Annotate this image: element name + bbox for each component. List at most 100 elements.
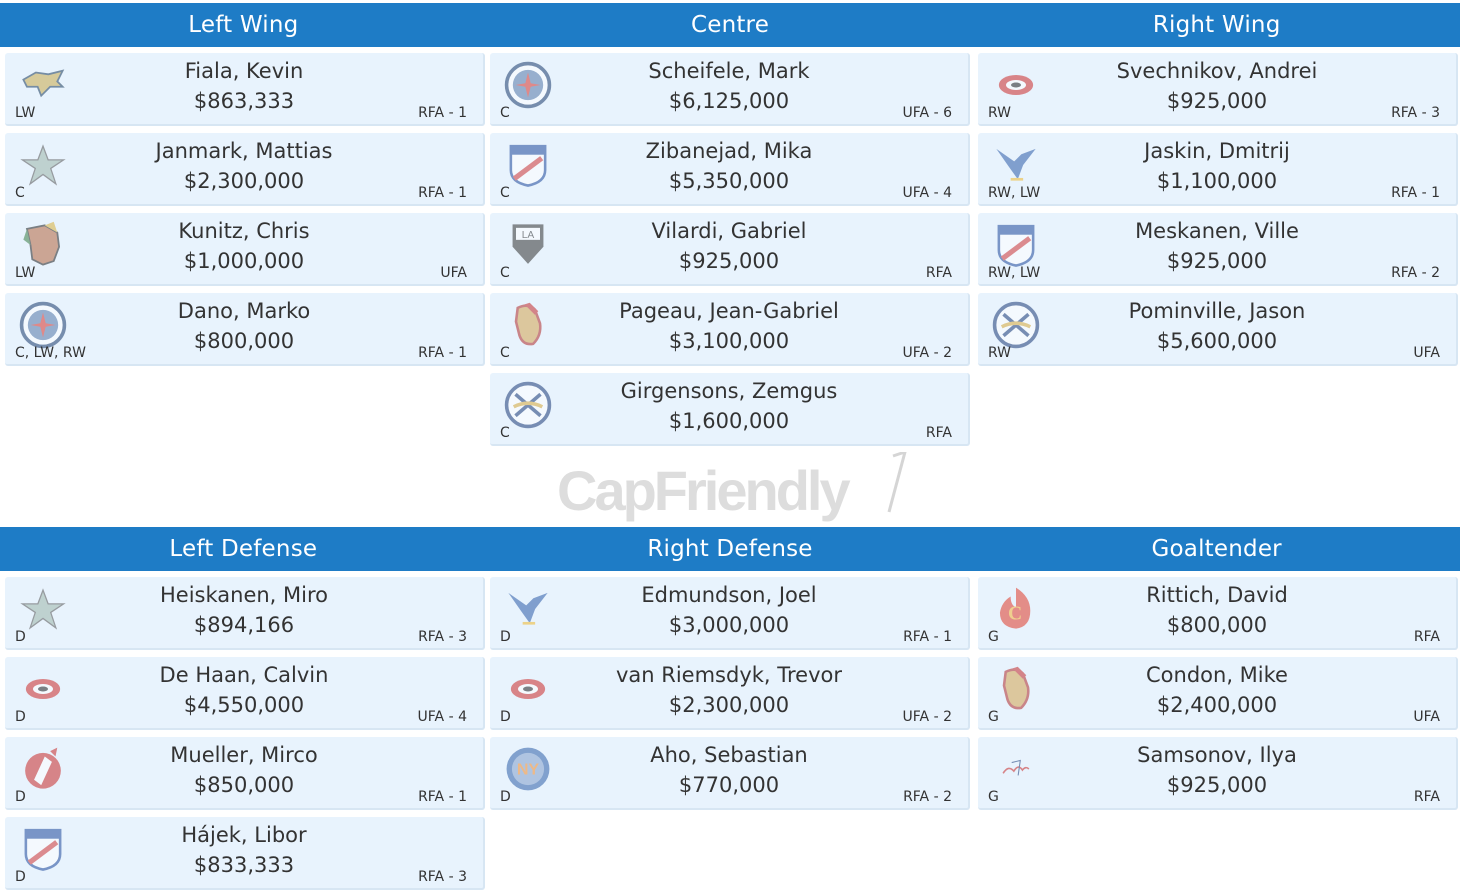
- contract-status: RFA - 1: [1391, 185, 1440, 201]
- player-name[interactable]: Scheifele, Mark: [648, 59, 810, 83]
- contract-status: UFA: [1413, 709, 1440, 725]
- contract-status: RFA - 3: [418, 869, 467, 885]
- player-position: G: [988, 789, 999, 805]
- player-card[interactable]: Samsonov, Ilya $925,000 G RFA: [978, 737, 1458, 810]
- player-name[interactable]: Pageau, Jean-Gabriel: [619, 299, 839, 323]
- player-position: C, LW, RW: [15, 345, 86, 361]
- player-name[interactable]: Jaskin, Dmitrij: [1144, 139, 1290, 163]
- capitals-logo-icon: [988, 741, 1044, 797]
- contract-status: UFA - 6: [902, 105, 952, 121]
- hurricanes-logo-icon: [15, 661, 71, 717]
- player-position: D: [500, 789, 511, 805]
- player-salary: $2,300,000: [183, 169, 305, 193]
- player-card[interactable]: Condon, Mike $2,400,000 G UFA: [978, 657, 1458, 730]
- contract-status: UFA: [440, 265, 467, 281]
- player-card[interactable]: Zibanejad, Mika $5,350,000 C UFA - 4: [490, 133, 970, 206]
- player-position: C: [500, 265, 510, 281]
- player-name[interactable]: Janmark, Mattias: [155, 139, 333, 163]
- player-name[interactable]: Hájek, Libor: [181, 823, 307, 847]
- player-card[interactable]: Scheifele, Mark $6,125,000 C UFA - 6: [490, 53, 970, 126]
- player-salary: $925,000: [678, 249, 780, 273]
- contract-status: RFA - 1: [418, 789, 467, 805]
- player-name[interactable]: Heiskanen, Miro: [159, 583, 328, 607]
- forwards-header: Left Wing Centre Right Wing: [0, 3, 1460, 47]
- player-name[interactable]: Condon, Mike: [1146, 663, 1288, 687]
- sabres-logo-icon: [988, 297, 1044, 353]
- player-name[interactable]: Kunitz, Chris: [178, 219, 310, 243]
- player-salary: $770,000: [678, 773, 780, 797]
- player-name[interactable]: Girgensons, Zemgus: [620, 379, 838, 403]
- player-card[interactable]: Meskanen, Ville $925,000 RW, LW RFA - 2: [978, 213, 1458, 286]
- svg-text:C: C: [1008, 603, 1022, 625]
- player-name[interactable]: Vilardi, Gabriel: [651, 219, 807, 243]
- islanders-logo-icon: NY: [500, 741, 556, 797]
- player-card[interactable]: Girgensons, Zemgus $1,600,000 C RFA: [490, 373, 970, 446]
- hurricanes-logo-icon: [500, 661, 556, 717]
- player-name[interactable]: Edmundson, Joel: [641, 583, 817, 607]
- player-salary: $800,000: [193, 329, 295, 353]
- player-name[interactable]: Pominville, Jason: [1128, 299, 1306, 323]
- player-card[interactable]: C Rittich, David $800,000 G RFA: [978, 577, 1458, 650]
- player-name[interactable]: Samsonov, Ilya: [1137, 743, 1297, 767]
- player-salary: $3,000,000: [668, 613, 790, 637]
- contract-status: RFA: [1413, 629, 1440, 645]
- flames-logo-icon: C: [988, 581, 1044, 637]
- senators-logo-icon: [500, 297, 556, 353]
- player-salary: $925,000: [1166, 89, 1268, 113]
- player-position: D: [15, 709, 26, 725]
- watermark-text: CapFriendly: [557, 459, 850, 522]
- player-card[interactable]: Heiskanen, Miro $894,166 D RFA - 3: [5, 577, 485, 650]
- player-name[interactable]: De Haan, Calvin: [159, 663, 329, 687]
- player-position: D: [500, 629, 511, 645]
- contract-status: UFA - 2: [902, 345, 952, 361]
- player-position: RW, LW: [988, 185, 1041, 201]
- player-salary: $1,100,000: [1156, 169, 1278, 193]
- player-card[interactable]: Edmundson, Joel $3,000,000 D RFA - 1: [490, 577, 970, 650]
- player-position: RW, LW: [988, 265, 1041, 281]
- player-card[interactable]: Hájek, Libor $833,333 D RFA - 3: [5, 817, 485, 890]
- player-card[interactable]: Pageau, Jean-Gabriel $3,100,000 C UFA - 2: [490, 293, 970, 366]
- header-centre: Centre: [690, 12, 770, 38]
- player-card[interactable]: Janmark, Mattias $2,300,000 C RFA - 1: [5, 133, 485, 206]
- defense-goalie-header: Left Defense Right Defense Goaltender: [0, 527, 1460, 571]
- player-salary: $894,166: [193, 613, 295, 637]
- player-name[interactable]: Aho, Sebastian: [650, 743, 808, 767]
- player-name[interactable]: Fiala, Kevin: [184, 59, 304, 83]
- header-right-defense: Right Defense: [647, 536, 813, 562]
- player-position: C: [500, 425, 510, 441]
- player-card[interactable]: De Haan, Calvin $4,550,000 D UFA - 4: [5, 657, 485, 730]
- player-card[interactable]: Kunitz, Chris $1,000,000 LW UFA: [5, 213, 485, 286]
- jets-logo-icon: [15, 297, 71, 353]
- player-position: D: [15, 629, 26, 645]
- player-card[interactable]: van Riemsdyk, Trevor $2,300,000 D UFA - 2: [490, 657, 970, 730]
- player-card[interactable]: Mueller, Mirco $850,000 D RFA - 1: [5, 737, 485, 810]
- player-name[interactable]: van Riemsdyk, Trevor: [615, 663, 843, 687]
- player-name[interactable]: Meskanen, Ville: [1135, 219, 1299, 243]
- blackhawks-logo-icon: [15, 217, 71, 273]
- player-card[interactable]: LA Vilardi, Gabriel $925,000 C RFA: [490, 213, 970, 286]
- player-card[interactable]: Dano, Marko $800,000 C, LW, RW RFA - 1: [5, 293, 485, 366]
- player-name[interactable]: Rittich, David: [1146, 583, 1288, 607]
- player-card[interactable]: NY Aho, Sebastian $770,000 D RFA - 2: [490, 737, 970, 810]
- player-name[interactable]: Zibanejad, Mika: [645, 139, 813, 163]
- player-card[interactable]: Jaskin, Dmitrij $1,100,000 RW, LW RFA - 1: [978, 133, 1458, 206]
- player-salary: $833,333: [193, 853, 295, 877]
- player-card[interactable]: Svechnikov, Andrei $925,000 RW RFA - 3: [978, 53, 1458, 126]
- player-card[interactable]: Pominville, Jason $5,600,000 RW UFA: [978, 293, 1458, 366]
- player-salary: $925,000: [1166, 773, 1268, 797]
- player-name[interactable]: Dano, Marko: [177, 299, 311, 323]
- player-name[interactable]: Mueller, Mirco: [170, 743, 318, 767]
- player-position: G: [988, 629, 999, 645]
- player-salary: $863,333: [193, 89, 295, 113]
- contract-status: RFA - 1: [418, 185, 467, 201]
- player-name[interactable]: Svechnikov, Andrei: [1116, 59, 1318, 83]
- player-card[interactable]: Fiala, Kevin $863,333 LW RFA - 1: [5, 53, 485, 126]
- predators-logo-icon: [15, 57, 71, 113]
- player-position: C: [500, 185, 510, 201]
- rangers-logo-icon: [988, 217, 1044, 273]
- player-position: C: [500, 105, 510, 121]
- contract-status: RFA - 3: [1391, 105, 1440, 121]
- rangers-logo-icon: [15, 821, 71, 877]
- player-salary: $5,350,000: [668, 169, 790, 193]
- player-position: D: [500, 709, 511, 725]
